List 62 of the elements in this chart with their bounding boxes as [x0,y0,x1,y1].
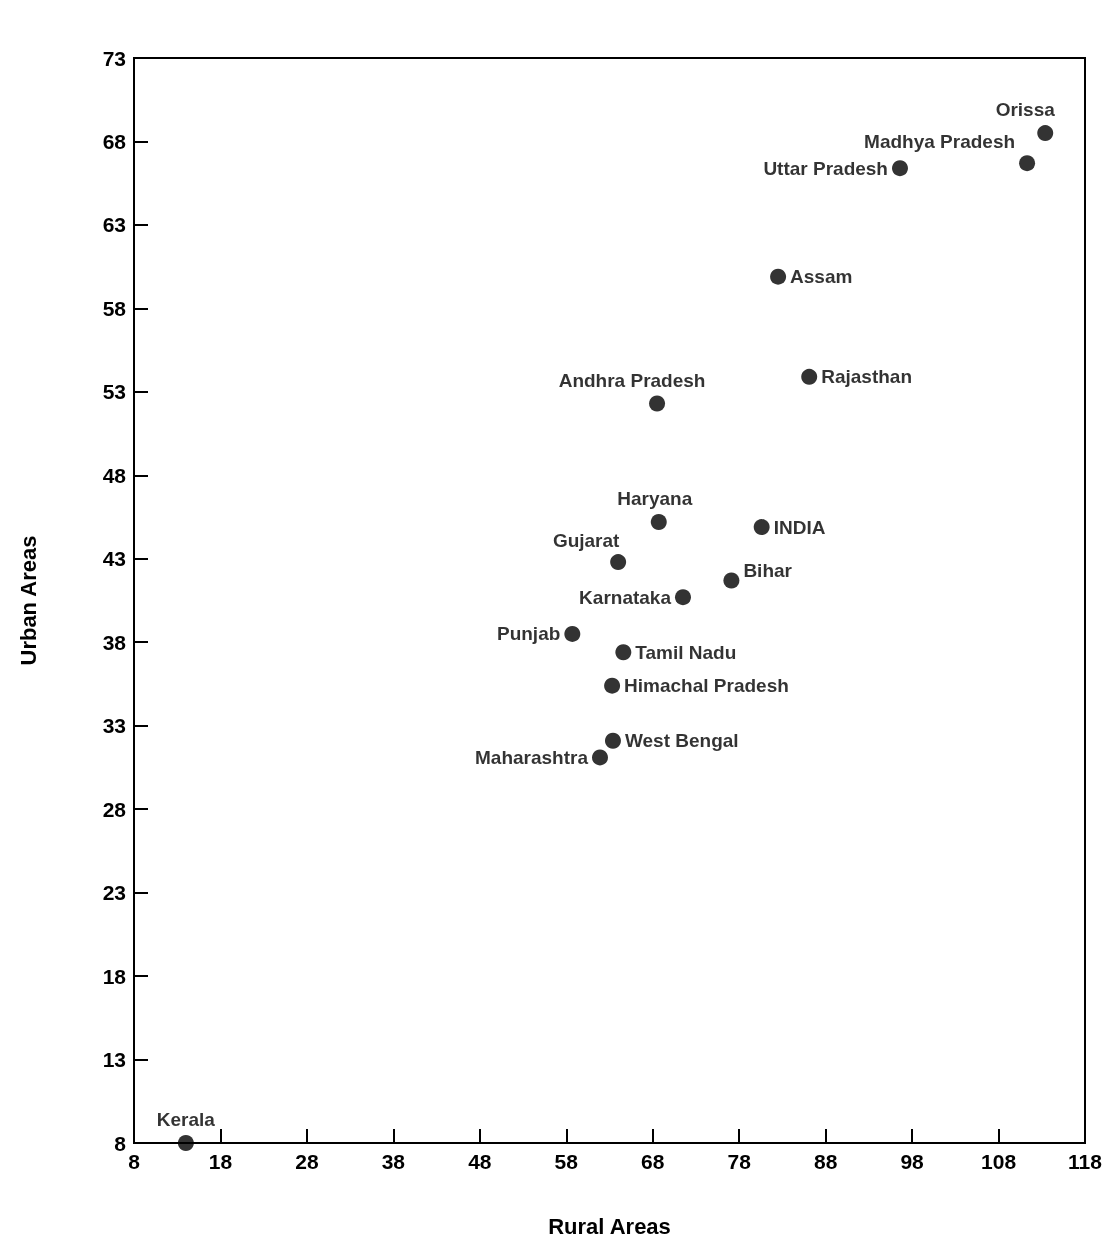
point [723,572,740,589]
y-tick-label: 23 [102,881,126,905]
y-tick-label: 8 [114,1131,127,1155]
y-tick-label: 13 [102,1048,126,1072]
point [675,589,691,606]
annotation: INDIA [773,516,826,538]
point [564,625,581,642]
x-tick-label: 58 [554,1150,579,1173]
y-tick-label: 63 [102,213,126,237]
point [753,519,770,536]
annotation: Uttar Pradesh [763,157,888,179]
y-tick-label: 53 [102,380,126,404]
annotation: Karnataka [579,586,672,608]
x-tick-label: 68 [641,1150,665,1173]
point [615,644,632,661]
y-tick-label: 43 [102,547,126,571]
annotation: Andhra Pradesh [558,369,706,391]
point [801,368,818,385]
annotation: Bihar [743,559,793,581]
y-tick-label: 18 [102,964,127,988]
point [770,268,787,285]
y-tick-label: 33 [102,714,126,738]
x-axis-title: Rural Areas [548,1213,671,1239]
y-tick-label: 58 [102,296,127,320]
y-tick-label: 73 [102,46,126,70]
x-tick-label: 118 [1068,1150,1103,1173]
point [604,677,621,694]
point [177,1135,194,1151]
annotation: Maharashtra [474,746,589,768]
point [1019,155,1036,172]
y-tick-label: 38 [102,630,127,654]
x-tick-label: 78 [727,1150,752,1173]
x-tick-label: 108 [981,1150,1017,1173]
annotation: Madhya Pradesh [864,130,1016,152]
y-axis-title: Urban Areas [15,535,41,666]
point [892,160,908,177]
x-tick-label: 28 [295,1150,319,1173]
annotation: Tamil Nadu [635,641,737,663]
x-tick-label: 18 [208,1150,233,1173]
annotation: Rajasthan [821,366,913,388]
x-tick-label: 98 [900,1150,925,1173]
point [610,554,627,571]
annotation: Assam [790,266,853,288]
annotation: Haryana [617,488,693,510]
annotation: Orissa [995,99,1056,121]
point [604,732,621,749]
point [592,749,608,766]
point [649,395,666,412]
x-tick-label: 8 [128,1150,141,1173]
point [650,514,667,531]
y-tick-label: 68 [102,129,127,153]
annotation: Punjab [496,623,561,645]
point [1037,125,1054,142]
x-tick-label: 38 [381,1150,406,1173]
x-tick-label: 48 [468,1150,492,1173]
x-tick-label: 88 [813,1150,838,1173]
y-tick-label: 48 [102,463,127,487]
annotation: Gujarat [552,530,621,552]
annotation: Himachal Pradesh [624,675,789,697]
annotation: West Bengal [624,730,739,752]
annotation: Kerala [156,1109,216,1130]
y-tick-label: 28 [102,797,127,821]
